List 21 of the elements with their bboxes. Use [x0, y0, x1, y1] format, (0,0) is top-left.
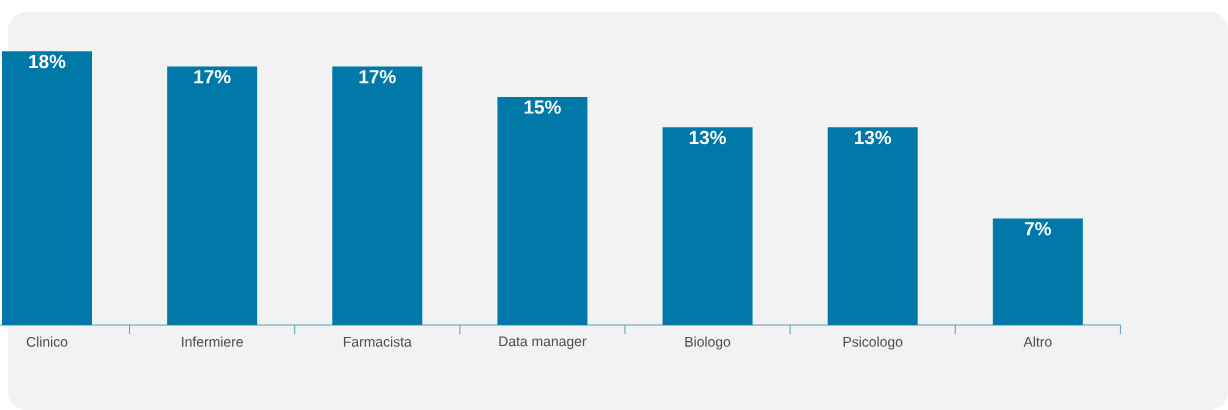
- x-tick-label: Infermiere: [182, 336, 243, 347]
- bar: [662, 127, 753, 325]
- data-label: 7%: [1024, 222, 1052, 236]
- x-tick-label: Farmacista: [343, 336, 412, 347]
- bar: [2, 51, 93, 325]
- bar: [827, 127, 918, 325]
- bar: [332, 66, 423, 325]
- data-label: 18%: [29, 54, 66, 69]
- x-tick-label: Data manager: [499, 336, 587, 350]
- data-label: 13%: [689, 130, 726, 145]
- x-tick-label: Clinico: [26, 336, 68, 347]
- bar: [497, 96, 588, 325]
- x-tick-label: Biologo: [685, 336, 731, 350]
- data-label: 17%: [359, 70, 396, 84]
- x-tick-label: Psicologo: [843, 336, 903, 350]
- bar: [992, 218, 1083, 325]
- x-tick-label: Altro: [1023, 336, 1052, 347]
- data-label: 15%: [524, 100, 561, 114]
- data-label: 17%: [194, 70, 231, 84]
- data-label: 13%: [854, 130, 892, 145]
- bar: [167, 66, 258, 325]
